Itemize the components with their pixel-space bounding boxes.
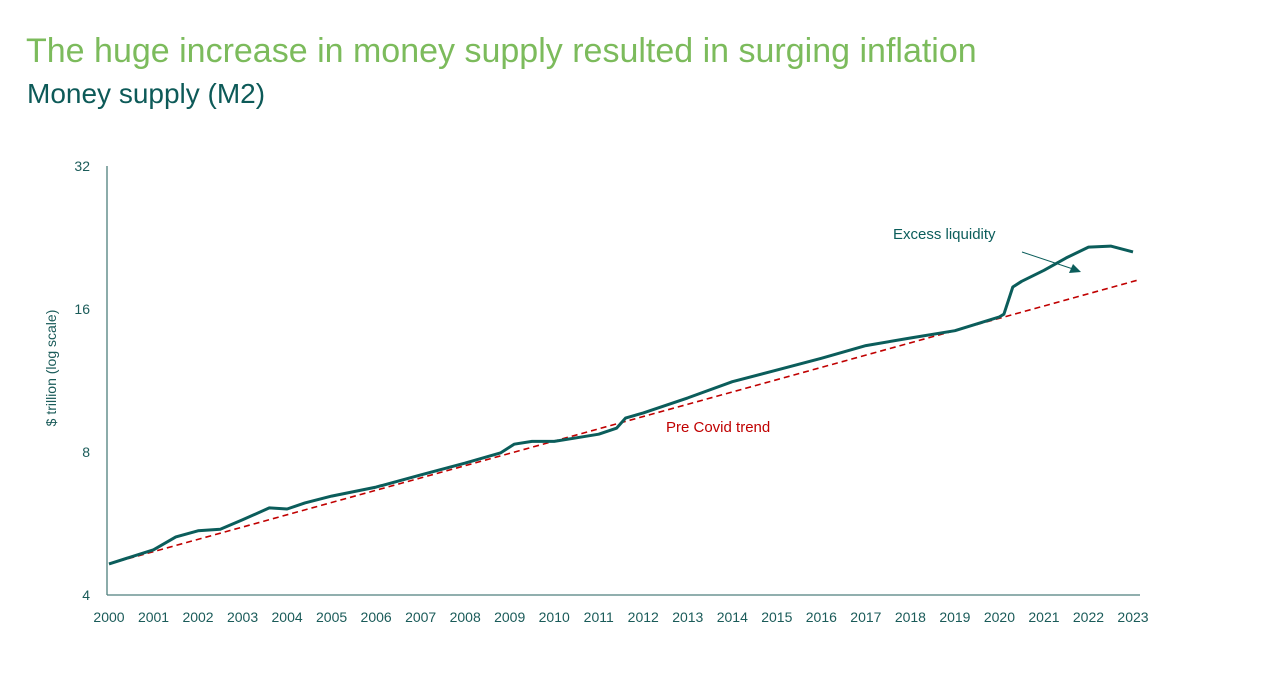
x-tick-label: 2014 [717, 609, 748, 625]
x-tick-label: 2002 [182, 609, 213, 625]
series-line-m2 [108, 244, 1134, 566]
x-tick-label: 2004 [272, 609, 303, 625]
y-tick-label: 16 [74, 301, 90, 317]
x-tick-label: 2006 [361, 609, 392, 625]
x-tick-label: 2007 [405, 609, 436, 625]
x-tick-label: 2005 [316, 609, 347, 625]
x-tick-label: 2023 [1117, 609, 1148, 625]
x-tick-label: 2010 [539, 609, 570, 625]
x-tick-label: 2003 [227, 609, 258, 625]
annotation-excess-liquidity: Excess liquidity [893, 226, 996, 243]
x-tick-label: 2001 [138, 609, 169, 625]
chart-subtitle: Money supply (M2) [27, 78, 266, 109]
x-tick-label: 2019 [939, 609, 970, 625]
y-tick-label: 32 [74, 158, 90, 174]
x-tick-label: 2021 [1028, 609, 1059, 625]
arrow-head-icon [1069, 264, 1081, 273]
x-tick-label: 2022 [1073, 609, 1104, 625]
x-tick-label: 2016 [806, 609, 837, 625]
annotation-arrow [1021, 251, 1077, 271]
x-tick-label: 2020 [984, 609, 1015, 625]
x-tick-label: 2012 [628, 609, 659, 625]
x-tick-label: 2011 [584, 609, 614, 625]
y-tick-label: 4 [82, 587, 90, 603]
slide-title: The huge increase in money supply result… [26, 32, 977, 70]
x-tick-label: 2015 [761, 609, 792, 625]
annotation-pre-covid-trend: Pre Covid trend [666, 419, 770, 436]
y-tick-label: 8 [82, 444, 90, 460]
x-tick-label: 2000 [93, 609, 124, 625]
x-tick-label: 2009 [494, 609, 525, 625]
x-tick-label: 2008 [450, 609, 481, 625]
x-tick-label: 2017 [850, 609, 881, 625]
y-axis-label: $ trillion (log scale) [43, 310, 59, 427]
x-tick-label: 2018 [895, 609, 926, 625]
x-tick-label: 2013 [672, 609, 703, 625]
